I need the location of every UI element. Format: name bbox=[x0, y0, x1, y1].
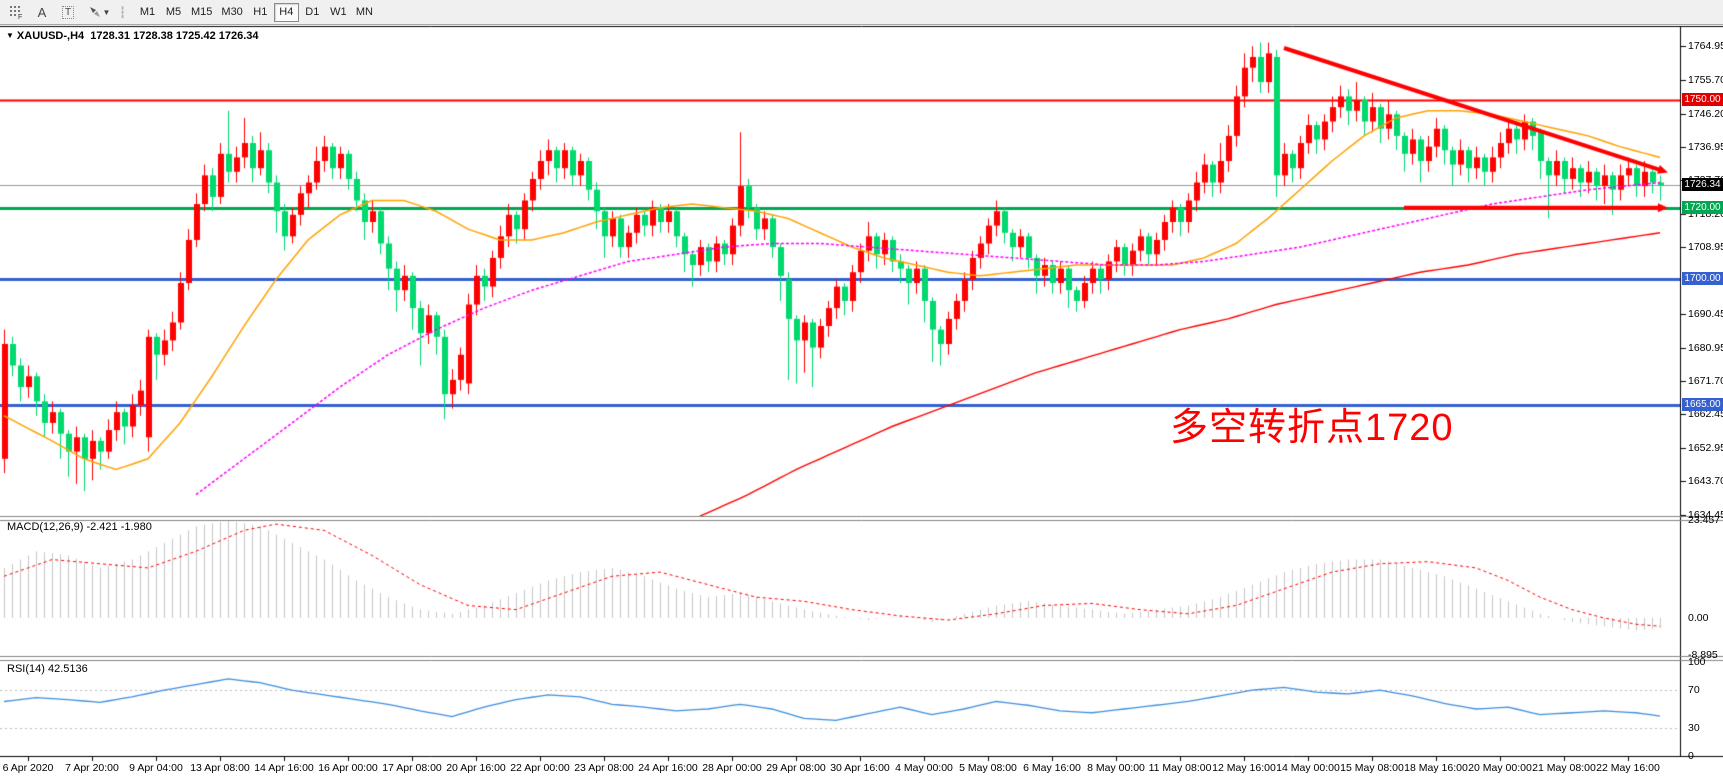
price-axis-tick: 1708.95 bbox=[1688, 241, 1723, 254]
symbol-name: XAUUSD-,H4 bbox=[16, 30, 85, 42]
time-axis-label: 8 May 00:00 bbox=[1087, 762, 1145, 774]
rsi-axis-tick: 30 bbox=[1688, 721, 1700, 734]
time-axis-label: 12 May 16:00 bbox=[1212, 762, 1276, 774]
toolbar-separator: ┇ bbox=[119, 6, 126, 19]
timeframe-button-h4[interactable]: H4 bbox=[273, 2, 299, 22]
arrow-tools-icon bbox=[89, 7, 100, 17]
time-axis-label: 6 Apr 2020 bbox=[2, 762, 54, 774]
price-axis-tick: 1736.95 bbox=[1688, 140, 1723, 153]
text-label-tool-button[interactable]: T bbox=[56, 2, 80, 22]
timeframe-button-h1[interactable]: H1 bbox=[253, 6, 268, 18]
time-axis-label: 17 Apr 08:00 bbox=[382, 762, 442, 774]
text-tool-button[interactable]: A bbox=[30, 2, 54, 22]
collapse-triangle-icon[interactable]: ▼ bbox=[6, 31, 14, 40]
time-axis-label: 14 May 00:00 bbox=[1276, 762, 1340, 774]
timeframe-button-mn[interactable]: MN bbox=[355, 6, 373, 18]
macd-axis-tick: -8.895 bbox=[1688, 649, 1718, 662]
time-axis-label: 20 May 00:00 bbox=[1468, 762, 1532, 774]
symbol-ohlc-line[interactable]: ▼ XAUUSD-,H4 1728.31 1728.38 1725.42 1726… bbox=[6, 30, 259, 42]
time-axis-label: 30 Apr 16:00 bbox=[830, 762, 890, 774]
time-axis-label: 20 Apr 16:00 bbox=[446, 762, 506, 774]
time-axis-label: 18 May 16:00 bbox=[1404, 762, 1468, 774]
price-axis-tick: 1662.45 bbox=[1688, 408, 1723, 421]
rsi-axis-tick: 0 bbox=[1688, 750, 1694, 762]
time-axis-label: 21 May 08:00 bbox=[1532, 762, 1596, 774]
timeframe-bar: M1 M5 M15 M30 H1 H4 D1 W1 MN bbox=[135, 2, 377, 22]
price-axis-tick: 1755.70 bbox=[1688, 73, 1723, 86]
time-axis-label: 11 May 08:00 bbox=[1148, 762, 1212, 774]
timeframe-button-d1[interactable]: D1 bbox=[305, 6, 320, 18]
rsi-indicator-label: RSI(14) 42.5136 bbox=[7, 663, 88, 675]
timeframe-button-m15[interactable]: M15 bbox=[191, 6, 213, 18]
price-axis-tick: 1643.70 bbox=[1688, 475, 1723, 488]
timeframe-button-m30[interactable]: M30 bbox=[221, 6, 243, 18]
macd-axis-tick: 0.00 bbox=[1688, 612, 1709, 624]
fibonacci-grid-icon: F bbox=[9, 5, 22, 20]
price-axis-tick: 1680.95 bbox=[1688, 341, 1723, 354]
time-axis-label: 4 May 00:00 bbox=[895, 762, 953, 774]
text-a-icon: A bbox=[37, 4, 47, 20]
price-level-badge: 1750.00 bbox=[1682, 93, 1723, 106]
time-axis-label: 9 Apr 04:00 bbox=[129, 762, 183, 774]
time-axis-label: 13 Apr 08:00 bbox=[190, 762, 250, 774]
svg-text:F: F bbox=[18, 14, 22, 20]
price-axis-tick: 1671.70 bbox=[1688, 374, 1723, 387]
chart-annotation-text: 多空转折点1720 bbox=[1170, 407, 1454, 449]
time-axis-label: 5 May 08:00 bbox=[959, 762, 1017, 774]
time-axis-label: 24 Apr 16:00 bbox=[638, 762, 698, 774]
price-axis-tick: 1746.20 bbox=[1688, 107, 1723, 120]
toolbar: F A T ▼ ┇ M1 M5 M15 M30 H1 H4 D1 W1 MN bbox=[0, 0, 1723, 25]
text-label-icon: T bbox=[61, 5, 75, 19]
timeframe-button-m5[interactable]: M5 bbox=[165, 6, 182, 18]
timeframe-button-m1[interactable]: M1 bbox=[139, 6, 156, 18]
time-axis-label: 14 Apr 16:00 bbox=[254, 762, 314, 774]
time-axis-label: 6 May 16:00 bbox=[1023, 762, 1081, 774]
ohlc-values: 1728.31 1728.38 1725.42 1726.34 bbox=[90, 30, 259, 42]
arrow-tools-button[interactable]: ▼ bbox=[82, 2, 116, 22]
price-level-badge: 1700.00 bbox=[1682, 272, 1723, 286]
price-axis-tick: 1652.95 bbox=[1688, 442, 1723, 455]
dropdown-caret-icon: ▼ bbox=[102, 7, 111, 17]
rsi-axis-tick: 100 bbox=[1688, 656, 1706, 668]
time-axis-label: 23 Apr 08:00 bbox=[574, 762, 634, 774]
time-axis-label: 15 May 08:00 bbox=[1340, 762, 1404, 774]
timeframe-button-w1[interactable]: W1 bbox=[330, 6, 347, 18]
macd-indicator-label: MACD(12,26,9) -2.421 -1.980 bbox=[7, 521, 152, 533]
price-level-badge: 1665.00 bbox=[1682, 397, 1723, 411]
macd-axis-tick: 23.457 bbox=[1688, 514, 1721, 527]
time-axis-label: 28 Apr 00:00 bbox=[702, 762, 762, 774]
rsi-axis-tick: 70 bbox=[1688, 684, 1700, 697]
price-axis-tick: 1634.45 bbox=[1688, 508, 1723, 521]
time-axis-label: 22 May 16:00 bbox=[1596, 762, 1660, 774]
time-axis-label: 29 Apr 08:00 bbox=[766, 762, 826, 774]
time-axis-label: 7 Apr 20:00 bbox=[65, 762, 119, 774]
time-axis-label: 16 Apr 00:00 bbox=[318, 762, 378, 774]
price-axis-tick: 1764.95 bbox=[1688, 40, 1723, 53]
price-level-badge: 1726.34 bbox=[1682, 177, 1723, 191]
fibonacci-tool-button[interactable]: F bbox=[4, 2, 28, 22]
time-axis-label: 22 Apr 00:00 bbox=[510, 762, 570, 774]
price-level-badge: 1720.00 bbox=[1682, 200, 1723, 214]
price-axis-tick: 1690.45 bbox=[1688, 307, 1723, 320]
